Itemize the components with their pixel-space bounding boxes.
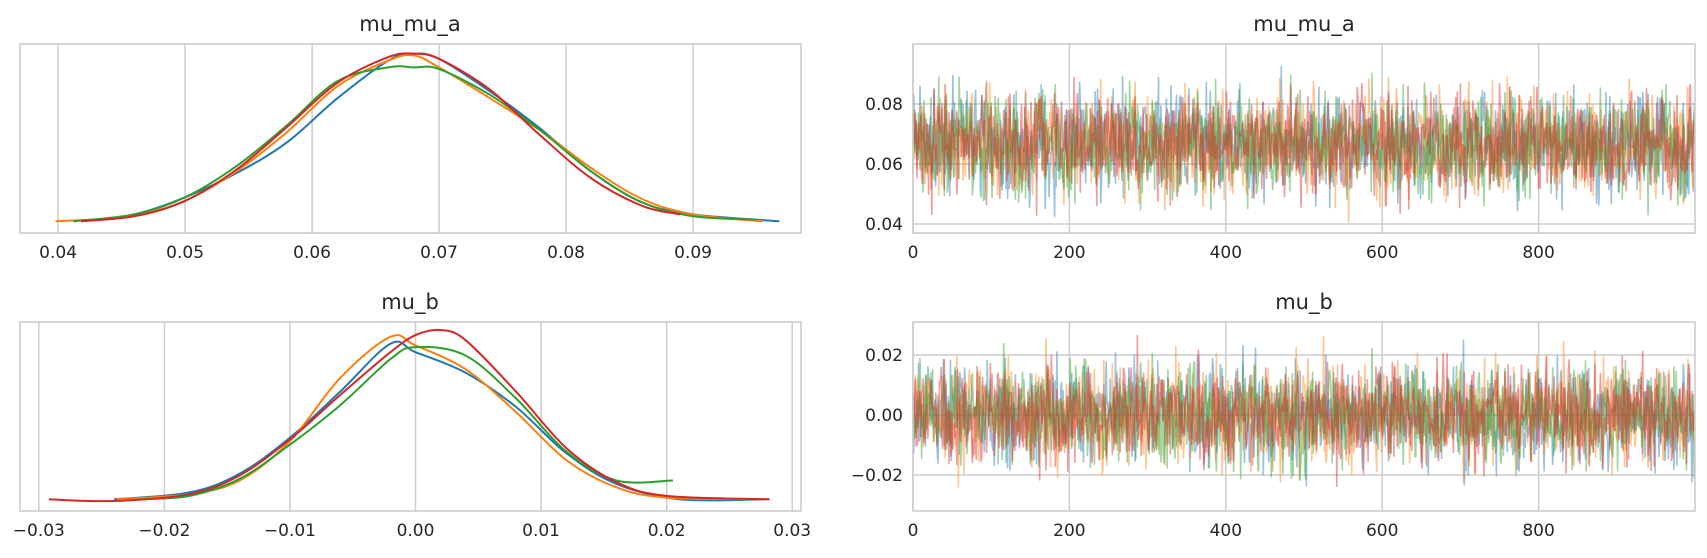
- plot-frame: [912, 43, 1696, 234]
- x-tick-label: −0.02: [138, 521, 190, 541]
- x-tick-label: 600: [1366, 243, 1398, 263]
- y-tick-label: 0.04: [865, 215, 903, 235]
- x-tick-label: 0.07: [420, 243, 458, 263]
- x-tick-label: 600: [1366, 521, 1398, 541]
- trace-line-chain-3: [913, 76, 1695, 216]
- trace-line-chain-1: [912, 76, 1695, 223]
- y-tick-label: 0.02: [865, 346, 903, 366]
- x-tick-label: 800: [1522, 243, 1554, 263]
- density-line-chain-3: [48, 328, 770, 503]
- mu-mu-a-trace-panel: mu_mu_a 0 200 400 600 800 0.04 0.06 0.08: [865, 12, 1696, 263]
- x-tick-label: 0.06: [293, 243, 331, 263]
- mu-b-trace-panel: mu_b 0 200 400 600 800 −0.02 0.00 0.02: [851, 290, 1696, 541]
- panel-title: mu_mu_a: [359, 12, 460, 37]
- x-tick-label: 0.02: [648, 521, 686, 541]
- panel-title: mu_b: [381, 290, 439, 315]
- mu-mu-a-density-panel: mu_mu_a 0.04 0.05 0.06 0.07 0.08 0.09: [19, 12, 802, 263]
- x-tick-label: 0.08: [547, 243, 585, 263]
- y-tick-label: 0.00: [865, 406, 903, 426]
- x-tick-label: 400: [1210, 521, 1242, 541]
- plot-frame: [912, 321, 1696, 512]
- density-line-chain-2: [139, 345, 673, 501]
- trace-line-chain-0: [912, 339, 1695, 487]
- density-line-chain-0: [114, 340, 768, 502]
- density-line-chain-1: [116, 334, 761, 501]
- plot-frame: [19, 321, 802, 512]
- mu-b-density-panel: mu_b −0.03 −0.02 −0.01 0.00 0.01 0.02 0.03: [13, 290, 811, 541]
- x-tick-label: 0.09: [674, 243, 712, 263]
- x-tick-label: 0.01: [522, 521, 560, 541]
- density-line-chain-2: [73, 65, 757, 223]
- y-tick-label: 0.06: [865, 155, 903, 175]
- x-tick-label: −0.03: [13, 521, 65, 541]
- trace-line-chain-3: [912, 334, 1695, 487]
- density-line-chain-3: [80, 52, 681, 223]
- x-tick-label: −0.01: [264, 521, 316, 541]
- x-tick-label: 0: [908, 521, 919, 541]
- x-tick-label: 0.05: [166, 243, 204, 263]
- x-tick-label: 800: [1522, 521, 1554, 541]
- x-tick-label: 400: [1210, 243, 1242, 263]
- y-tick-label: −0.02: [851, 466, 903, 486]
- trace-line-chain-2: [912, 72, 1695, 216]
- trace-line-chain-1: [912, 336, 1695, 488]
- panel-title: mu_mu_a: [1253, 12, 1354, 37]
- x-tick-label: 200: [1053, 521, 1085, 541]
- panel-title: mu_b: [1275, 290, 1333, 315]
- plot-frame: [19, 43, 802, 234]
- x-tick-label: 0.04: [39, 243, 77, 263]
- trace-line-chain-2: [912, 342, 1695, 481]
- trace-line-chain-0: [912, 65, 1695, 218]
- x-tick-label: 0.00: [397, 521, 435, 541]
- x-tick-label: 0: [908, 243, 919, 263]
- x-tick-label: 200: [1053, 243, 1085, 263]
- x-tick-label: 0.03: [773, 521, 811, 541]
- y-tick-label: 0.08: [865, 95, 903, 115]
